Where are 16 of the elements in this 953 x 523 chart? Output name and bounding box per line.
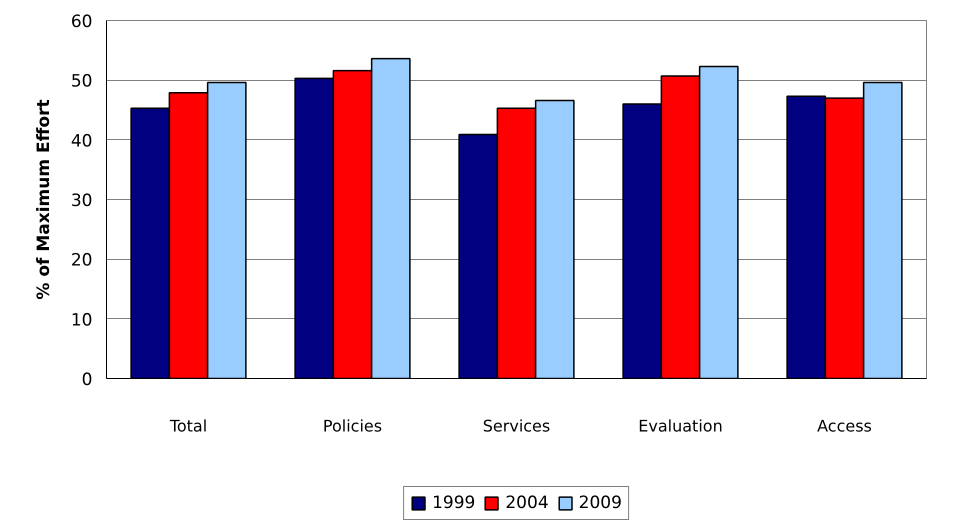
y-tick-label: 40 xyxy=(70,131,93,152)
x-tick-label: Access xyxy=(817,416,872,436)
y-tick-label: 20 xyxy=(70,250,93,271)
legend-label: 1999 xyxy=(432,493,476,513)
y-axis-title: % of Maximum Effort xyxy=(34,99,54,300)
x-tick-label: Evaluation xyxy=(638,416,723,436)
y-tick-label: 10 xyxy=(70,310,93,330)
x-tick-label: Total xyxy=(168,416,208,436)
x-tick-label: Services xyxy=(482,416,550,436)
legend-label: 2009 xyxy=(578,493,622,513)
legend-label: 2004 xyxy=(505,493,549,513)
y-tick-label: 60 xyxy=(70,12,93,32)
y-tick-label: 0 xyxy=(82,370,93,390)
y-tick-label: 50 xyxy=(70,72,93,92)
x-tick-label: Policies xyxy=(322,416,382,436)
y-tick-label: 30 xyxy=(70,191,93,211)
